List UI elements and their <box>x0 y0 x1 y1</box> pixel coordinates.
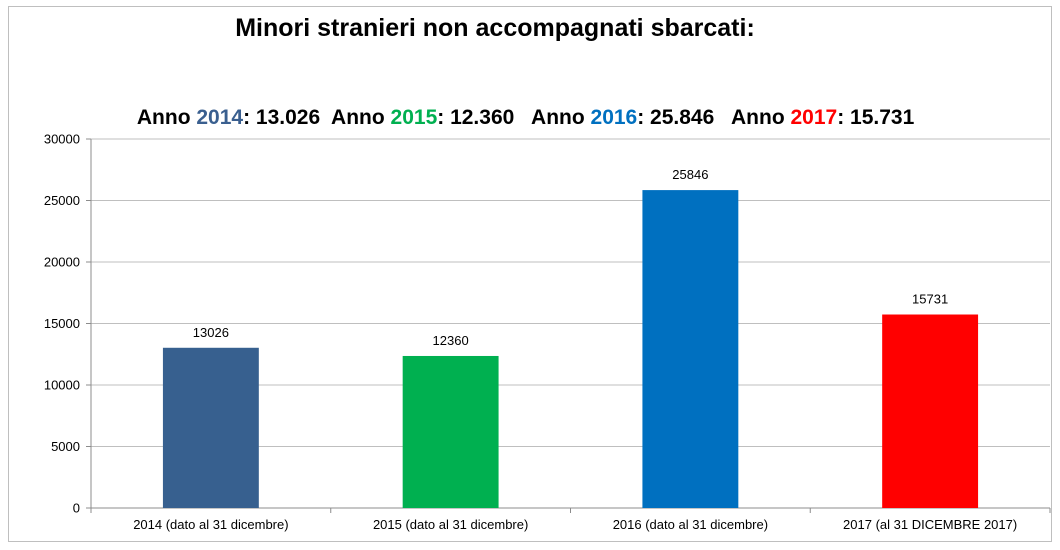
bar <box>882 314 979 508</box>
bar-value-label: 25846 <box>672 167 708 182</box>
subtitle-part: : 12.360 Anno <box>437 106 591 129</box>
y-tick-label: 0 <box>73 501 80 516</box>
subtitle-year-2015: 2015 <box>390 106 438 129</box>
chart-frame <box>8 6 1052 542</box>
chart-title: Minori stranieri non accompagnati sbarca… <box>235 14 755 42</box>
y-tick-label: 10000 <box>44 378 80 393</box>
bar-value-label: 12360 <box>433 333 469 348</box>
chart-subtitle: Anno 2014: 13.026 Anno 2015: 12.360 Anno… <box>126 82 914 130</box>
subtitle-part: Anno <box>136 106 197 129</box>
subtitle-year-2014: 2014 <box>196 106 244 129</box>
x-category-label: 2017 (al 31 DICEMBRE 2017) <box>843 517 1017 532</box>
bar <box>642 190 739 509</box>
y-tick-label: 30000 <box>44 132 80 147</box>
x-category-label: 2015 (dato al 31 dicembre) <box>373 517 528 532</box>
x-category-label: 2016 (dato al 31 dicembre) <box>613 517 768 532</box>
subtitle-year-2017: 2017 <box>790 106 838 129</box>
bar-value-label: 13026 <box>193 325 229 340</box>
subtitle-part: : 13.026 Anno <box>243 106 391 129</box>
subtitle-part: : 25.846 Anno <box>637 106 791 129</box>
x-category-label: 2014 (dato al 31 dicembre) <box>133 517 288 532</box>
y-tick-label: 5000 <box>51 439 80 454</box>
bar <box>162 347 259 508</box>
bar-value-label: 15731 <box>912 292 948 307</box>
bar <box>402 355 499 508</box>
subtitle-part: : 15.731 <box>837 106 915 129</box>
y-tick-label: 20000 <box>44 255 80 270</box>
y-tick-label: 15000 <box>44 316 80 331</box>
y-tick-label: 25000 <box>44 193 80 208</box>
subtitle-year-2016: 2016 <box>590 106 638 129</box>
